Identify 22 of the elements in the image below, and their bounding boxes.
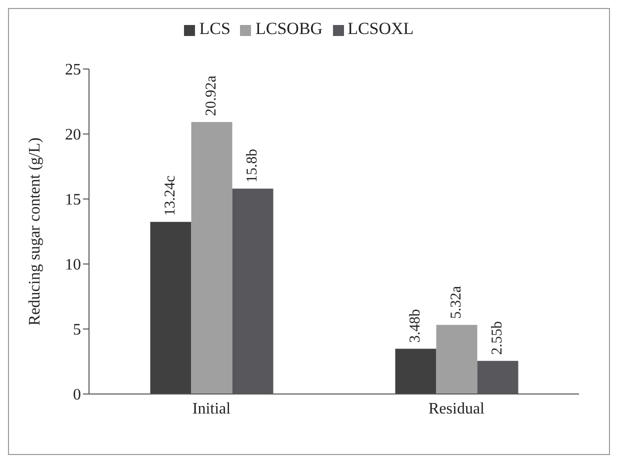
x-tick-label: Residual	[428, 400, 486, 418]
y-tick-label: 0	[73, 386, 81, 404]
data-label: 5.32a	[448, 286, 465, 319]
y-tick-label: 10	[65, 256, 81, 274]
data-label: 13.24c	[162, 175, 179, 216]
x-tick-label: Initial	[192, 400, 232, 418]
y-tick-label: 25	[65, 62, 81, 79]
y-axis-title: Reducing sugar content (g/L)	[26, 138, 44, 326]
bar	[191, 122, 232, 394]
y-tick-label: 5	[73, 322, 81, 339]
data-label: 15.8b	[244, 148, 261, 183]
y-tick-label: 15	[65, 192, 81, 209]
bar	[395, 348, 436, 394]
legend-label: LCSOXL	[348, 19, 414, 38]
data-label: 3.48b	[408, 309, 424, 343]
bar	[436, 324, 478, 394]
data-label: 2.55b	[490, 321, 506, 355]
bar	[150, 222, 192, 394]
data-label: 20.92a	[204, 75, 220, 116]
legend-label: LCS	[199, 19, 230, 38]
legend-label: LCSOBG	[255, 19, 323, 38]
y-tick-label: 20	[65, 126, 81, 144]
